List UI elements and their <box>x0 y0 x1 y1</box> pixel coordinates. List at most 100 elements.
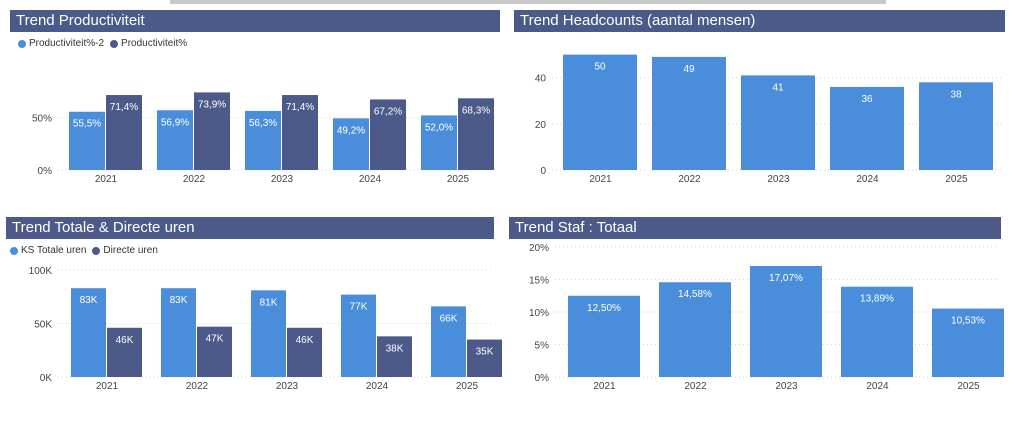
y-tick-label: 40 <box>535 74 547 85</box>
legend-dot <box>18 39 26 48</box>
x-tick-label: 2021 <box>589 174 612 185</box>
data-label: 67,2% <box>374 106 402 117</box>
bar[interactable] <box>370 99 406 170</box>
legend-dot <box>10 246 18 255</box>
y-tick-label: 20% <box>529 243 549 254</box>
data-label: 83K <box>170 295 188 306</box>
x-tick-label: 2022 <box>186 381 209 392</box>
bar[interactable] <box>659 282 731 377</box>
bar[interactable] <box>377 336 412 377</box>
bar[interactable] <box>830 86 904 170</box>
bar[interactable] <box>107 327 142 377</box>
bar[interactable] <box>245 110 281 170</box>
legend-label: KS Totale uren <box>21 245 87 256</box>
productiviteit-chart: 0% 50% 55,5% 71,4% 2021 56,9% 73,9% 2022 56,3% 71… <box>32 92 497 185</box>
legend-dot <box>110 39 119 48</box>
data-label: 38K <box>386 343 404 354</box>
data-label: 46K <box>116 335 134 346</box>
uren-chart: 0K 50K 100K 83K 46K 2021 83K 47K 2022 81K 46K 2023 7… <box>29 266 502 392</box>
legend: KS Totale uren Directe uren <box>10 245 158 256</box>
x-tick-label: 2023 <box>271 174 294 185</box>
bar[interactable] <box>467 339 502 377</box>
headcounts-chart: 0 20 40 50 2021 49 2022 41 2023 36 2024 38 2025 <box>535 54 1001 185</box>
x-tick-label: 2021 <box>95 174 118 185</box>
bar[interactable] <box>431 306 466 377</box>
data-label: 50 <box>594 62 606 73</box>
bar[interactable] <box>194 92 230 170</box>
top-scrollbar[interactable] <box>170 0 886 4</box>
data-label: 55,5% <box>73 119 101 130</box>
bar[interactable] <box>563 54 637 170</box>
x-tick-label: 2024 <box>856 174 879 185</box>
x-tick-label: 2021 <box>593 381 616 392</box>
x-tick-label: 2022 <box>183 174 206 185</box>
y-tick-label: 0K <box>40 373 53 384</box>
data-label: 56,9% <box>161 117 189 128</box>
panel-headcounts: Trend Headcounts (aantal mensen) 0 20 40 50… <box>514 10 1005 190</box>
data-label: 77K <box>350 302 368 313</box>
x-tick-label: 2025 <box>447 174 470 185</box>
y-tick-label: 0 <box>540 166 546 177</box>
bar[interactable] <box>71 288 106 377</box>
y-tick-label: 15% <box>529 276 549 287</box>
legend: Productiviteit%-2 Productiviteit% <box>18 38 187 49</box>
data-label: 12,50% <box>587 303 621 314</box>
panel-staf: Trend Staf : Totaal 0% 5% 10% 15% 20% 12,50% 2… <box>509 217 1004 397</box>
bar[interactable] <box>157 110 193 170</box>
x-tick-label: 2022 <box>684 381 707 392</box>
legend-item[interactable]: Directe uren <box>92 245 158 256</box>
data-label: 83K <box>80 295 98 306</box>
bar[interactable] <box>568 295 640 377</box>
data-label: 41 <box>772 82 784 93</box>
x-tick-label: 2025 <box>945 174 968 185</box>
x-tick-label: 2025 <box>456 381 479 392</box>
bar[interactable] <box>750 266 822 377</box>
x-tick-label: 2023 <box>775 381 798 392</box>
data-label: 38 <box>950 89 962 100</box>
bar[interactable] <box>652 56 726 170</box>
bar[interactable] <box>919 82 993 170</box>
y-tick-label: 0% <box>535 373 550 384</box>
data-label: 68,3% <box>462 105 490 116</box>
legend-label: Productiviteit% <box>121 38 188 49</box>
data-label: 49 <box>683 64 695 75</box>
x-tick-label: 2023 <box>276 381 299 392</box>
data-label: 66K <box>440 313 458 324</box>
panel-uren: Trend Totale & Directe uren KS Totale ur… <box>6 217 502 397</box>
x-tick-label: 2025 <box>957 381 980 392</box>
data-label: 52,0% <box>425 122 453 133</box>
data-label: 47K <box>206 334 224 345</box>
bar[interactable] <box>421 115 457 170</box>
x-tick-label: 2023 <box>767 174 790 185</box>
data-label: 81K <box>260 297 278 308</box>
bar[interactable] <box>251 290 286 377</box>
bar[interactable] <box>197 326 232 377</box>
data-label: 13,89% <box>860 294 894 305</box>
bar[interactable] <box>841 286 913 377</box>
y-tick-label: 50% <box>32 114 52 125</box>
bar[interactable] <box>741 75 815 170</box>
panel-title: Trend Totale & Directe uren <box>6 217 494 239</box>
bar[interactable] <box>69 111 105 170</box>
x-tick-label: 2024 <box>359 174 382 185</box>
bar[interactable] <box>106 95 142 170</box>
bar[interactable] <box>282 95 318 170</box>
bar[interactable] <box>333 118 369 170</box>
data-label: 71,4% <box>110 102 138 113</box>
bar[interactable] <box>932 308 1004 377</box>
legend-item[interactable]: Productiviteit%-2 <box>18 38 104 49</box>
bar[interactable] <box>161 288 196 377</box>
data-label: 17,07% <box>769 273 803 284</box>
panel-title: Trend Productiviteit <box>10 10 500 32</box>
legend-item[interactable]: Productiviteit% <box>110 38 187 49</box>
bar[interactable] <box>341 294 376 377</box>
bar[interactable] <box>458 98 494 170</box>
legend-label: Productiviteit%-2 <box>29 38 105 49</box>
data-label: 14,58% <box>678 289 712 300</box>
legend-item[interactable]: KS Totale uren <box>10 245 86 256</box>
x-tick-label: 2024 <box>366 381 389 392</box>
y-tick-label: 20 <box>535 120 547 131</box>
data-label: 71,4% <box>286 102 314 113</box>
bar[interactable] <box>287 327 322 377</box>
data-label: 46K <box>296 335 314 346</box>
